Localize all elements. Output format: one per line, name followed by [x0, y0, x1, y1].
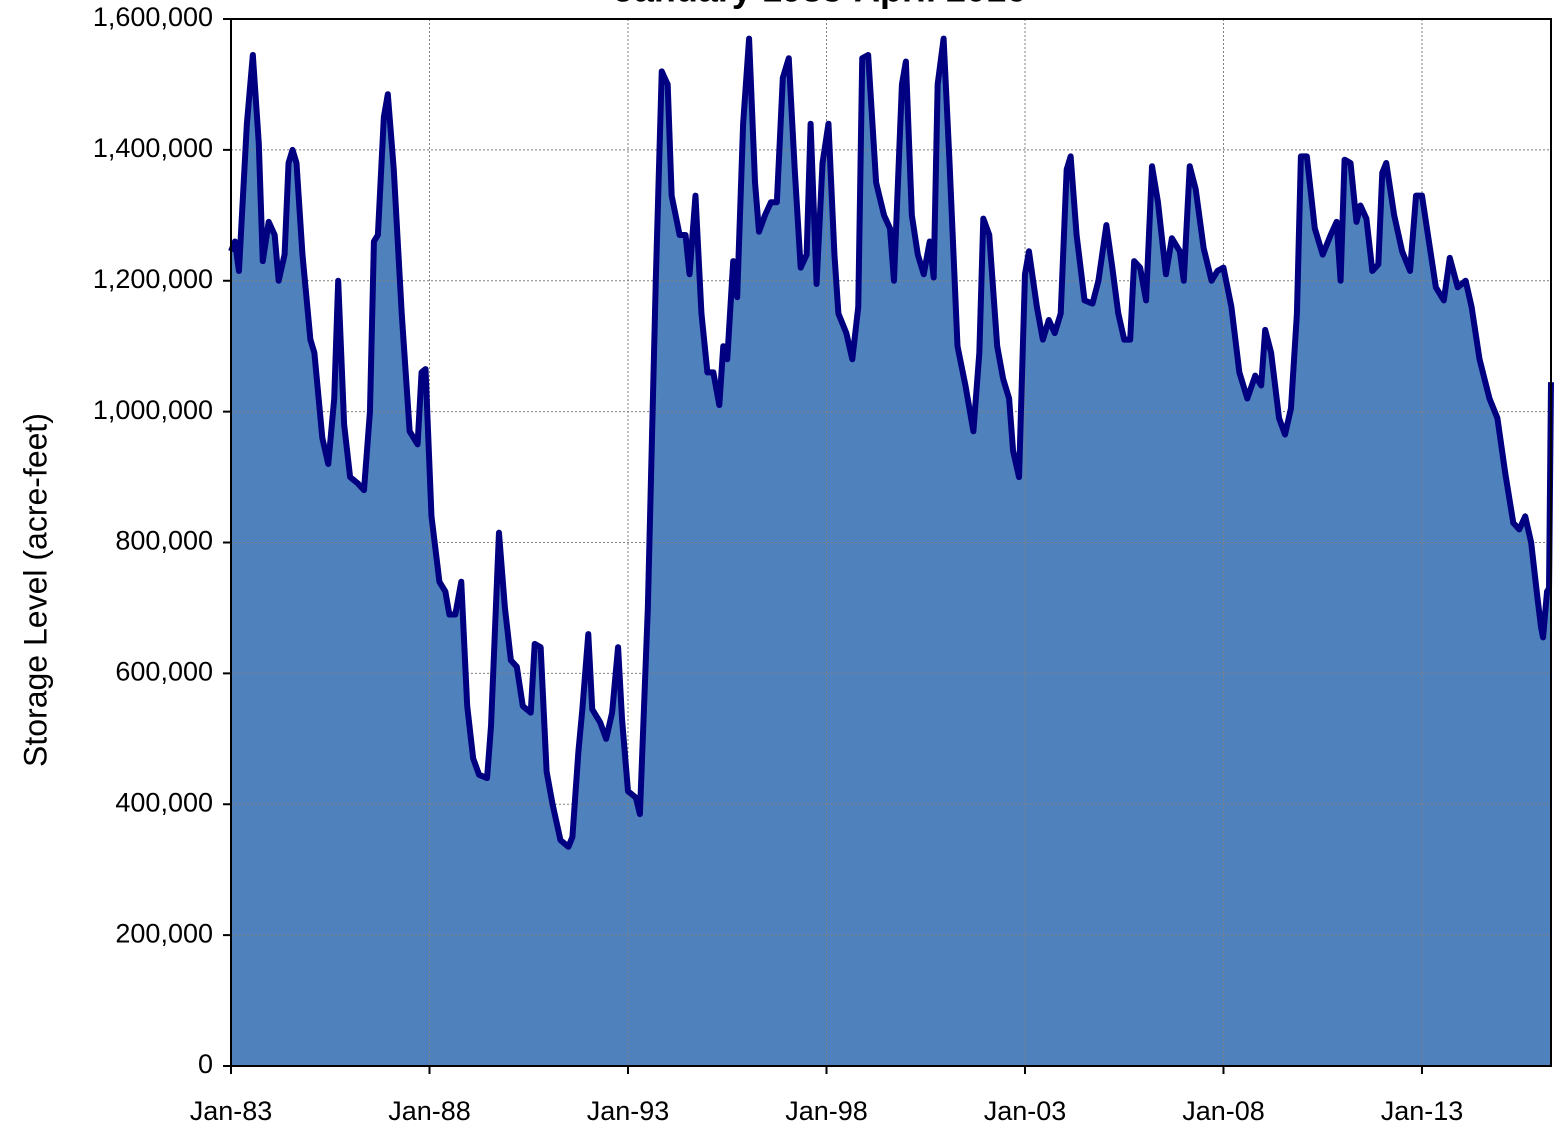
x-tick-label: Jan-98: [785, 1096, 868, 1126]
y-tick-label: 400,000: [115, 787, 213, 817]
y-tick-label: 1,600,000: [93, 2, 213, 32]
y-tick-label: 600,000: [115, 657, 213, 687]
x-tick-label: Jan-88: [388, 1096, 471, 1126]
y-tick-label: 0: [198, 1049, 213, 1079]
y-tick-label: 1,000,000: [93, 395, 213, 425]
y-tick-label: 800,000: [115, 526, 213, 556]
x-tick-label: Jan-83: [190, 1096, 273, 1126]
y-tick-label: 1,200,000: [93, 264, 213, 294]
x-tick-label: Jan-08: [1182, 1096, 1265, 1126]
area-line: [228, 35, 1554, 850]
y-tick-label: 200,000: [115, 918, 213, 948]
area-fill: [231, 38, 1551, 1066]
x-tick-label: Jan-03: [984, 1096, 1067, 1126]
y-axis-label: Storage Level (acre-feet): [17, 413, 53, 767]
chart-title: January 1983-April 2016: [614, 0, 1026, 10]
x-tick-label: Jan-93: [587, 1096, 670, 1126]
x-tick-label: Jan-13: [1381, 1096, 1464, 1126]
y-tick-label: 1,400,000: [93, 133, 213, 163]
